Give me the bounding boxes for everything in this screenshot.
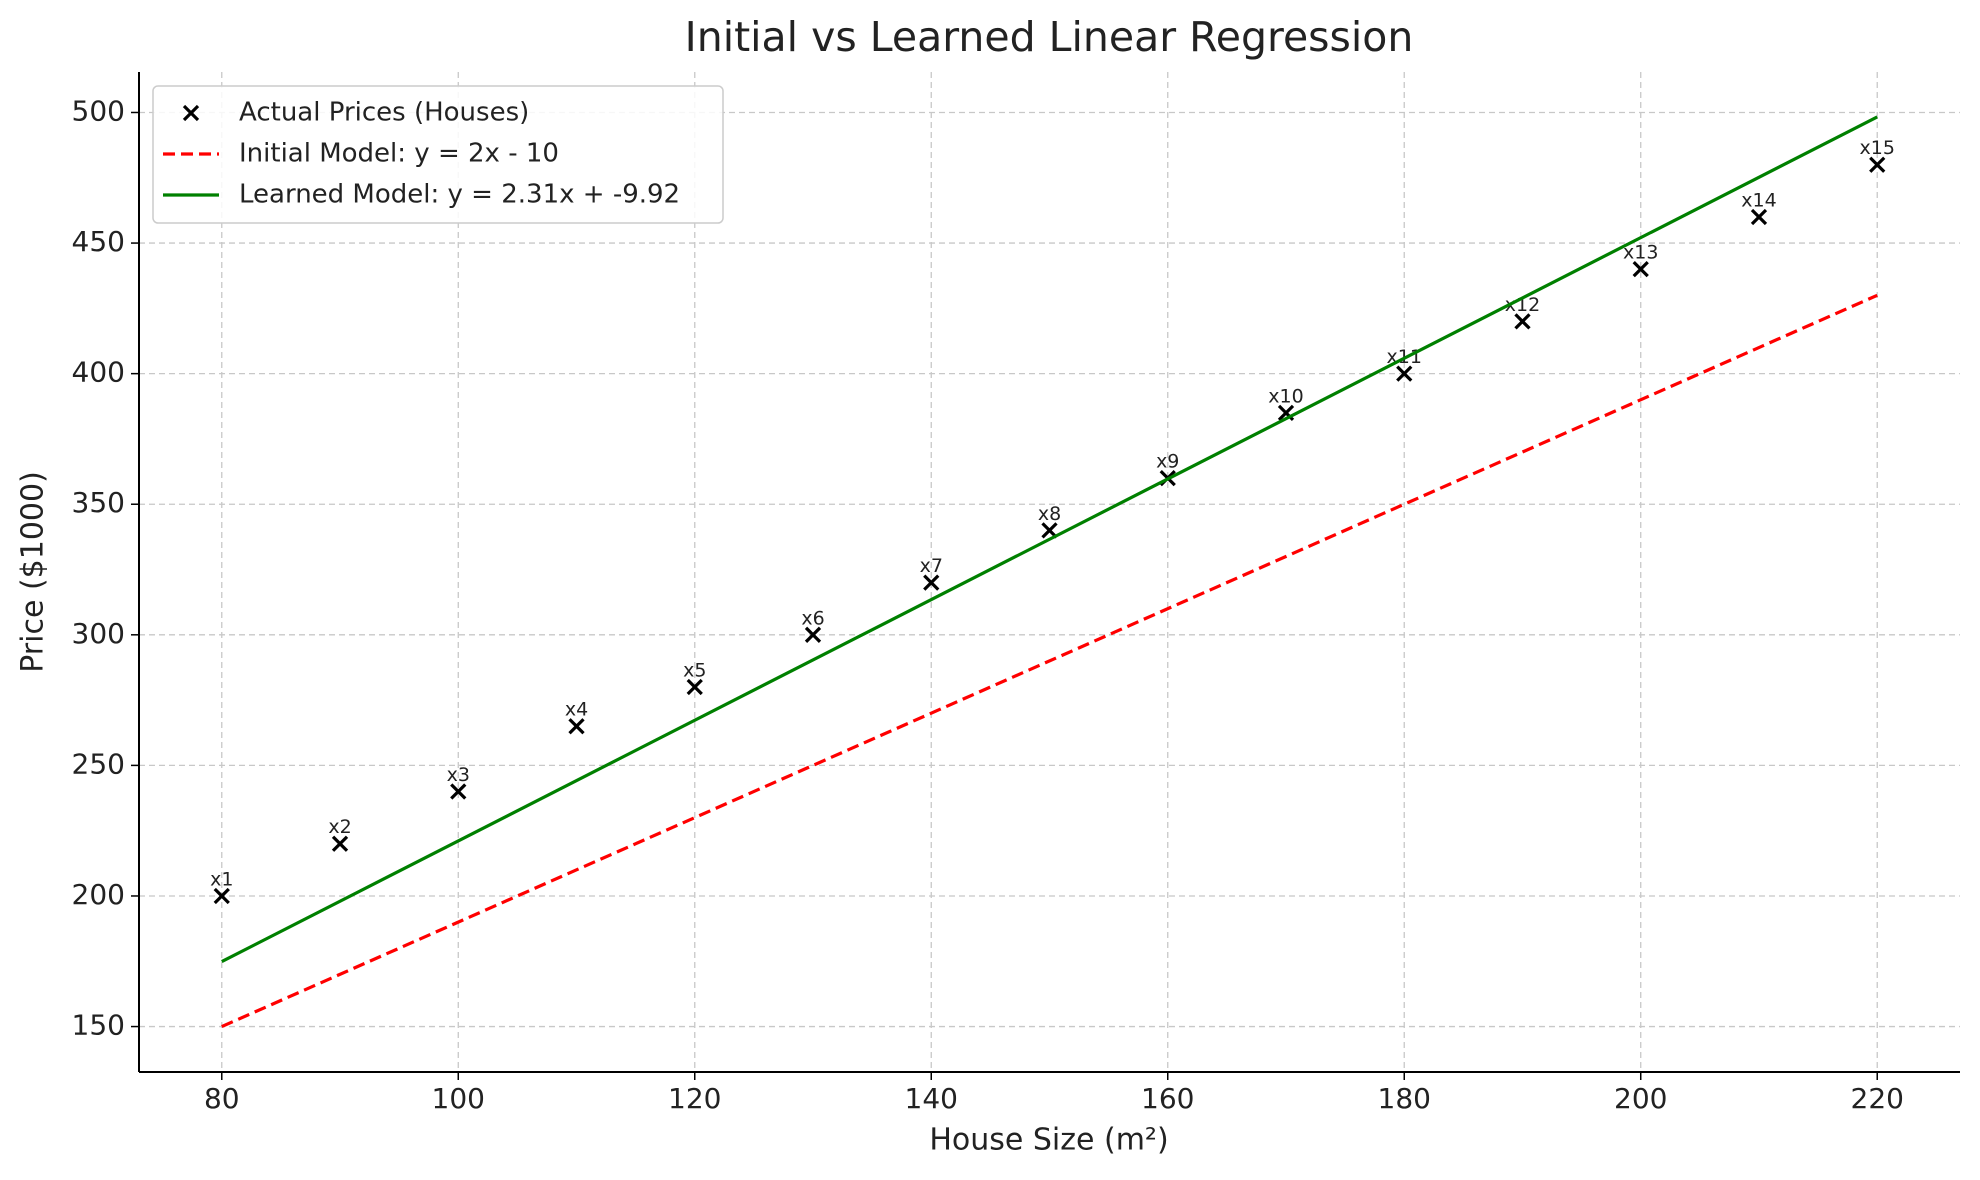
- marker-stroke: [213, 887, 230, 905]
- data-point: [1869, 156, 1886, 173]
- data-point: [213, 887, 230, 905]
- point-label: x7: [920, 555, 943, 577]
- point-label: x4: [565, 699, 588, 721]
- point-label: x12: [1505, 294, 1540, 316]
- legend-box: [152, 85, 724, 224]
- y-axis-label: Price ($1000): [16, 471, 51, 673]
- marker-stroke: [1396, 365, 1413, 382]
- legend: Actual Prices (Houses) Initial Model: y =…: [152, 85, 724, 224]
- legend-label: Actual Prices (Houses): [239, 98, 529, 128]
- x-tick-label: 180: [1378, 1082, 1431, 1115]
- x-tick-label: 140: [905, 1082, 958, 1115]
- x-tick-label: 200: [1614, 1082, 1667, 1115]
- regression-line: [221, 293, 1878, 1029]
- data-point: [1514, 313, 1531, 330]
- marker-stroke: [804, 626, 822, 643]
- y-tick-label: 500: [72, 94, 125, 127]
- marker-stroke: [923, 574, 940, 591]
- point-label: x3: [447, 764, 470, 786]
- marker-stroke: [1277, 404, 1295, 421]
- y-tick-label: 300: [72, 617, 125, 650]
- y-tick-label: 400: [72, 356, 125, 389]
- x-tick-label: 160: [1141, 1082, 1194, 1115]
- data-point: [1396, 365, 1413, 382]
- marker-stroke: [331, 835, 349, 852]
- marker-stroke: [1041, 522, 1058, 539]
- data-point: [331, 835, 349, 852]
- marker-stroke: [686, 678, 703, 696]
- data-point: [804, 626, 822, 643]
- data-point: [923, 574, 940, 591]
- data-point: [1041, 522, 1058, 539]
- point-label: x2: [328, 816, 351, 838]
- data-point: [1750, 208, 1768, 226]
- point-label: x15: [1860, 137, 1895, 159]
- chart-title: Initial vs Learned Linear Regression: [685, 13, 1414, 61]
- data-point: [450, 783, 467, 800]
- x-tick-label: 100: [432, 1082, 485, 1115]
- marker-stroke: [182, 104, 200, 122]
- y-tick-label: 250: [72, 747, 125, 780]
- marker-stroke: [1750, 208, 1768, 226]
- legend-label: Initial Model: y = 2x - 10: [239, 139, 559, 169]
- data-point: [1632, 261, 1649, 278]
- point-label: x9: [1156, 451, 1179, 473]
- y-tick-label: 150: [72, 1009, 125, 1042]
- marker-stroke: [1632, 261, 1649, 278]
- y-tick-label: 200: [72, 878, 125, 911]
- x-tick-label: 80: [204, 1082, 240, 1115]
- point-label: x8: [1038, 503, 1061, 525]
- data-point: [568, 718, 585, 735]
- legend-label: Learned Model: y = 2.31x + -9.92: [239, 180, 680, 210]
- point-label: x13: [1623, 242, 1658, 264]
- point-label: x10: [1268, 385, 1303, 407]
- x-tick-label: 220: [1851, 1082, 1904, 1115]
- marker-stroke: [568, 718, 585, 735]
- data-point: [686, 678, 703, 696]
- point-label: x14: [1741, 189, 1776, 211]
- marker-stroke: [1514, 313, 1531, 330]
- marker-stroke: [1869, 156, 1886, 173]
- legend-marker: [182, 104, 200, 122]
- marker-stroke: [450, 783, 467, 800]
- point-label: x1: [210, 868, 233, 890]
- regression-line: [221, 115, 1878, 964]
- point-label: x5: [683, 660, 706, 682]
- y-tick-label: 350: [72, 486, 125, 519]
- x-axis-label: House Size (m²): [929, 1123, 1168, 1158]
- x-tick-label: 120: [668, 1082, 721, 1115]
- point-label: x6: [801, 607, 824, 629]
- y-tick-label: 450: [72, 225, 125, 258]
